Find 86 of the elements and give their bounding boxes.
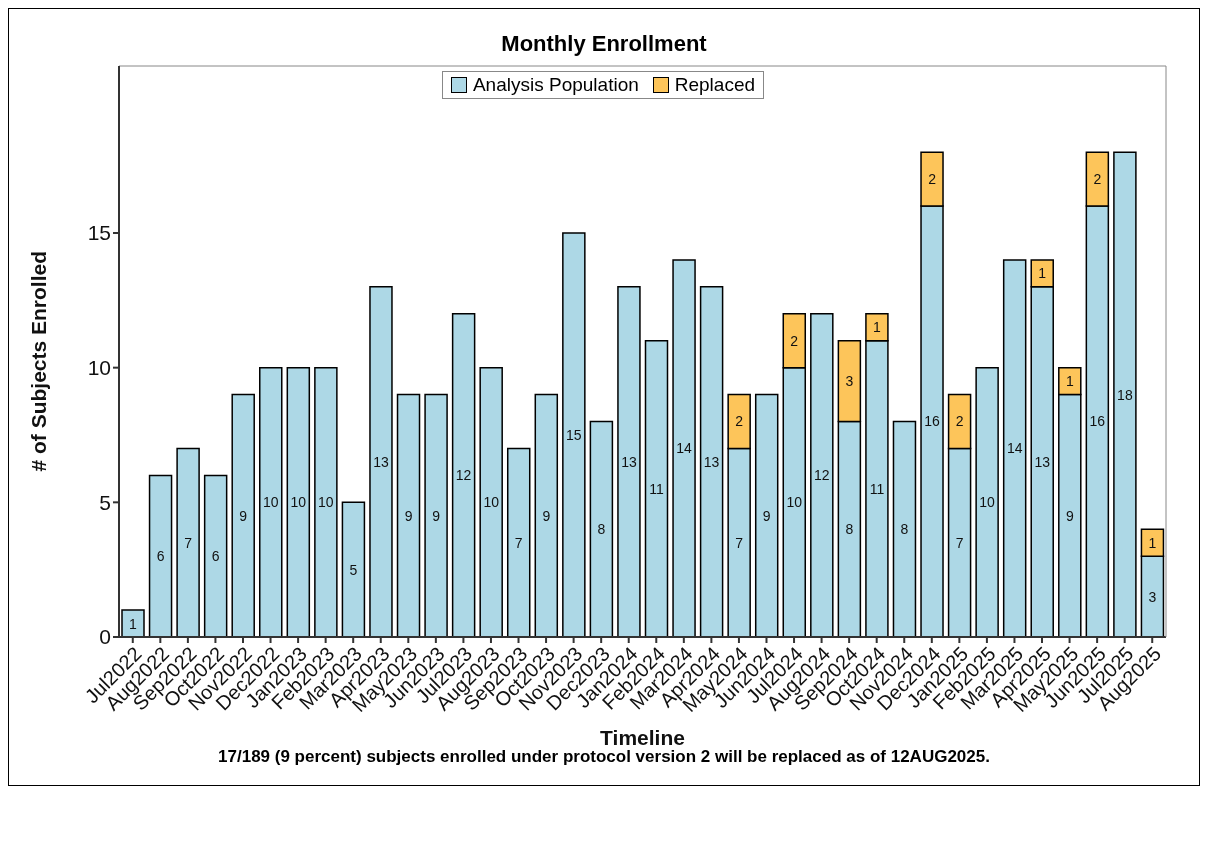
data-label: 7 xyxy=(955,534,964,551)
data-label: 2 xyxy=(1093,171,1102,188)
y-tick-label: 0 xyxy=(99,625,111,649)
data-label: 12 xyxy=(814,467,830,484)
data-label: 14 xyxy=(676,440,693,457)
bar xyxy=(892,420,917,637)
bar xyxy=(1113,151,1137,637)
data-label: 13 xyxy=(1034,453,1051,470)
bar xyxy=(754,393,779,637)
bar xyxy=(617,286,641,637)
bar xyxy=(396,393,421,637)
bar xyxy=(699,286,724,637)
data-label: 9 xyxy=(432,507,441,524)
data-label: 2 xyxy=(928,171,937,188)
data-label: 2 xyxy=(955,413,964,430)
data-label: 6 xyxy=(156,548,165,565)
data-label: 9 xyxy=(542,507,551,524)
data-label: 1 xyxy=(1148,534,1157,551)
data-label: 18 xyxy=(1117,386,1133,403)
legend-label: Replaced xyxy=(673,74,756,96)
data-label: 7 xyxy=(184,534,193,551)
data-label: 3 xyxy=(845,373,854,390)
data-label: 8 xyxy=(845,521,854,538)
bar xyxy=(644,339,669,637)
data-label: 10 xyxy=(318,494,334,511)
data-label: 16 xyxy=(1089,413,1106,430)
data-label: 14 xyxy=(1006,440,1023,457)
text: 17/189 (9 percent) subjects enrolled under protocol version 2 will be replaced as of 12AUG2025. xyxy=(217,747,991,767)
chart-title: Monthly Enrollment xyxy=(500,31,708,57)
data-label: 12 xyxy=(455,467,472,484)
data-label: 6 xyxy=(211,548,220,565)
data-label: 1 xyxy=(1038,265,1047,282)
bar xyxy=(369,286,393,637)
data-label: 1 xyxy=(129,615,138,632)
data-label: 7 xyxy=(735,534,744,551)
bar xyxy=(231,393,255,637)
bar xyxy=(810,313,834,637)
legend-label: Analysis Population xyxy=(471,74,639,96)
data-label: 3 xyxy=(1148,588,1157,605)
x-axis-title: Timeline xyxy=(600,726,685,749)
data-label: 8 xyxy=(900,521,909,538)
bar xyxy=(286,366,311,637)
data-label: 10 xyxy=(786,494,803,511)
data-label: 10 xyxy=(262,494,279,511)
data-label: 8 xyxy=(597,521,606,538)
data-label: 10 xyxy=(290,494,307,511)
bar xyxy=(121,609,145,637)
data-label: 15 xyxy=(566,426,582,443)
data-label: 13 xyxy=(621,453,637,470)
data-label: 9 xyxy=(239,507,248,524)
data-label: 10 xyxy=(483,494,500,511)
data-label: 9 xyxy=(1065,507,1074,524)
data-label: 5 xyxy=(349,561,358,578)
bar xyxy=(562,232,586,637)
bar xyxy=(176,447,200,637)
data-label: 16 xyxy=(924,413,941,430)
data-label: 13 xyxy=(703,453,720,470)
y-tick-label: 10 xyxy=(87,356,111,380)
bar xyxy=(975,366,999,637)
bar xyxy=(314,366,338,637)
bar xyxy=(148,474,173,637)
data-label: 9 xyxy=(762,507,771,524)
data-label: 13 xyxy=(373,453,389,470)
data-label: 11 xyxy=(869,480,885,497)
data-label: 7 xyxy=(514,534,523,551)
bar xyxy=(203,474,228,637)
bar xyxy=(451,313,476,637)
bar xyxy=(424,393,448,637)
data-label: 2 xyxy=(735,413,744,430)
bar xyxy=(259,366,283,637)
bar xyxy=(1002,259,1027,637)
data-label: 9 xyxy=(404,507,413,524)
data-label: 2 xyxy=(790,332,799,349)
y-tick-label: 5 xyxy=(99,490,111,514)
bar xyxy=(341,501,366,637)
bar xyxy=(589,420,614,637)
bar xyxy=(479,366,503,637)
bar xyxy=(506,447,531,637)
y-axis-title: # of Subjects Enrolled xyxy=(27,250,51,472)
data-label: 11 xyxy=(649,480,664,497)
data-label: 1 xyxy=(873,319,882,336)
data-label: 10 xyxy=(979,494,996,511)
bar xyxy=(672,259,696,637)
data-label: 1 xyxy=(1065,373,1074,390)
bar xyxy=(534,393,559,637)
y-tick-label: 15 xyxy=(87,221,111,245)
